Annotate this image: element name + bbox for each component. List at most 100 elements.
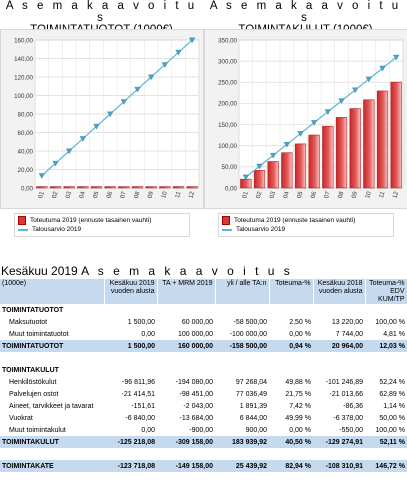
row-label: TOIMINTATUOTOT <box>0 340 104 352</box>
table-cell: -129 274,91 <box>313 436 365 448</box>
table-row: Maksutuotot 1 500,00 60 000,00 -58 500,00 2,… <box>0 316 407 328</box>
table-cell <box>365 448 407 460</box>
table-cell: 2,50 % <box>289 318 311 326</box>
table-cell <box>157 364 215 376</box>
line-marker <box>93 123 100 130</box>
x-tick-label: 04 <box>78 190 87 199</box>
table-cell: -194 080,00 <box>175 378 213 386</box>
table-cell: 52,24 % <box>379 378 405 386</box>
bar <box>49 186 62 189</box>
y-tick-label: 200,00 <box>218 101 237 108</box>
bar <box>118 186 130 189</box>
row-label: Henkilöstökulut <box>9 378 57 386</box>
y-tick-label: 140,00 <box>14 56 33 63</box>
column-header: yli / alle TA:n <box>215 279 270 304</box>
column-header: Kesäkuu 2018 vuoden alusta <box>313 279 366 304</box>
x-tick-label: 09 <box>351 190 360 199</box>
table-cell <box>313 448 365 460</box>
row-label: Muut toimintakulut <box>9 426 66 434</box>
y-tick-label: 150,00 <box>218 122 237 129</box>
table-cell: 100,00 % <box>375 426 405 434</box>
table-cell: 6 844,00 <box>239 414 267 422</box>
line-marker <box>311 120 318 126</box>
table-cell: 50,00 % <box>379 414 405 422</box>
table-cell: 77 036,49 <box>235 390 267 398</box>
table-row: Aineet, tarvikkeet ja tavarat -151,61 -2 0… <box>0 400 407 412</box>
table-cell: -21 013,66 <box>329 390 363 398</box>
line-marker <box>365 76 372 83</box>
x-tick-label: 10 <box>160 190 169 199</box>
table-cell: 12,03 % <box>365 340 407 352</box>
y-tick-label: 160,00 <box>14 37 33 44</box>
table-cell <box>365 352 407 364</box>
row-label: Palvelujen ostot <box>9 390 59 398</box>
table-cell: 13 220,00 <box>331 318 363 326</box>
x-tick-label: 03 <box>269 190 278 199</box>
bar <box>77 186 89 189</box>
line-marker <box>79 136 86 142</box>
y-tick-label: 0,00 <box>225 185 238 192</box>
x-tick-label: 02 <box>51 190 60 199</box>
legend-line-swatch <box>222 228 232 231</box>
table-cell: -21 414,51 <box>121 390 155 398</box>
table-cell: 40,50 % <box>269 436 313 448</box>
table-cell <box>269 448 313 460</box>
line-marker <box>242 174 249 181</box>
y-tick-label: 100,00 <box>218 143 237 150</box>
table-section-row: TOIMINTAKULUT <box>0 364 407 376</box>
column-header: Toteuma-% <box>269 279 314 304</box>
table-cell: 100,00 % <box>375 318 405 326</box>
table-cell: 52,11 % <box>365 436 407 448</box>
table-cell <box>104 304 157 316</box>
table-section-row: TOIMINTATUOTOT <box>0 304 407 316</box>
table-cell: 7 744,00 <box>335 330 363 338</box>
table-row: Palvelujen ostot -21 414,51 -98 451,00 77 0… <box>0 388 407 400</box>
x-tick-label: 12 <box>392 190 401 199</box>
column-header: (1000e) <box>0 279 105 304</box>
bar <box>308 134 320 189</box>
table-cell: -58 500,00 <box>233 318 267 326</box>
table-cell <box>104 352 157 364</box>
line-marker <box>52 160 59 167</box>
line-marker <box>66 148 73 155</box>
x-tick-label: 03 <box>65 190 74 199</box>
table-cell <box>215 448 269 460</box>
bar <box>240 178 252 189</box>
table-cell <box>269 304 313 316</box>
plot-area: 0,00 50,00 100,00 150,00 200,00 250,00 300,00 3… <box>204 29 407 209</box>
table-cell <box>157 304 215 316</box>
x-tick-label: 01 <box>241 190 250 199</box>
y-tick-label: 100,00 <box>14 93 33 100</box>
table-cell: 82,94 % <box>269 460 313 472</box>
y-tick-label: 350,00 <box>218 37 237 44</box>
x-tick-label: 08 <box>133 190 142 199</box>
column-header: TA + MRM 2019 <box>157 279 216 304</box>
table-cell <box>215 304 269 316</box>
chart-panel-tuotot: A s e m a k a a v o i t u s TOIMINTATUOT… <box>0 0 204 237</box>
table-cell <box>365 364 407 376</box>
table-cell: 0,00 % <box>289 426 311 434</box>
chart-legend: Toteutuma 2019 (ennuste tasainen vauhti)… <box>14 213 190 237</box>
bar <box>390 81 402 189</box>
bar <box>145 186 157 189</box>
table-cell: -101 246,89 <box>325 378 363 386</box>
x-tick-label: 05 <box>296 190 305 199</box>
table-cell: -550,00 <box>339 426 363 434</box>
table-cell: 900,00 <box>245 426 267 434</box>
table-cell: 4,81 % <box>383 330 405 338</box>
table-cell <box>269 364 313 376</box>
legend-label-budget: Talousarvio 2019 <box>236 226 286 233</box>
table-row: Vuokrat -6 840,00 -13 684,00 6 844,00 49,99 … <box>0 412 407 424</box>
row-label: TOIMINTAKATE <box>0 460 104 472</box>
line-marker <box>107 111 114 118</box>
legend-label-actual: Toteutuma 2019 (ennuste tasainen vauhti) <box>234 217 356 224</box>
table-cell: -100 000,00 <box>229 330 267 338</box>
x-tick-label: 08 <box>337 190 346 199</box>
table-title-spaced: A s e m a k a a v o i t u s <box>81 264 293 278</box>
table-row <box>0 352 407 364</box>
bar <box>363 99 375 189</box>
table-cell <box>157 352 215 364</box>
x-tick-label: 02 <box>255 190 264 199</box>
table-cell: -108 310,91 <box>313 460 365 472</box>
table-cell: 25 439,92 <box>215 460 269 472</box>
